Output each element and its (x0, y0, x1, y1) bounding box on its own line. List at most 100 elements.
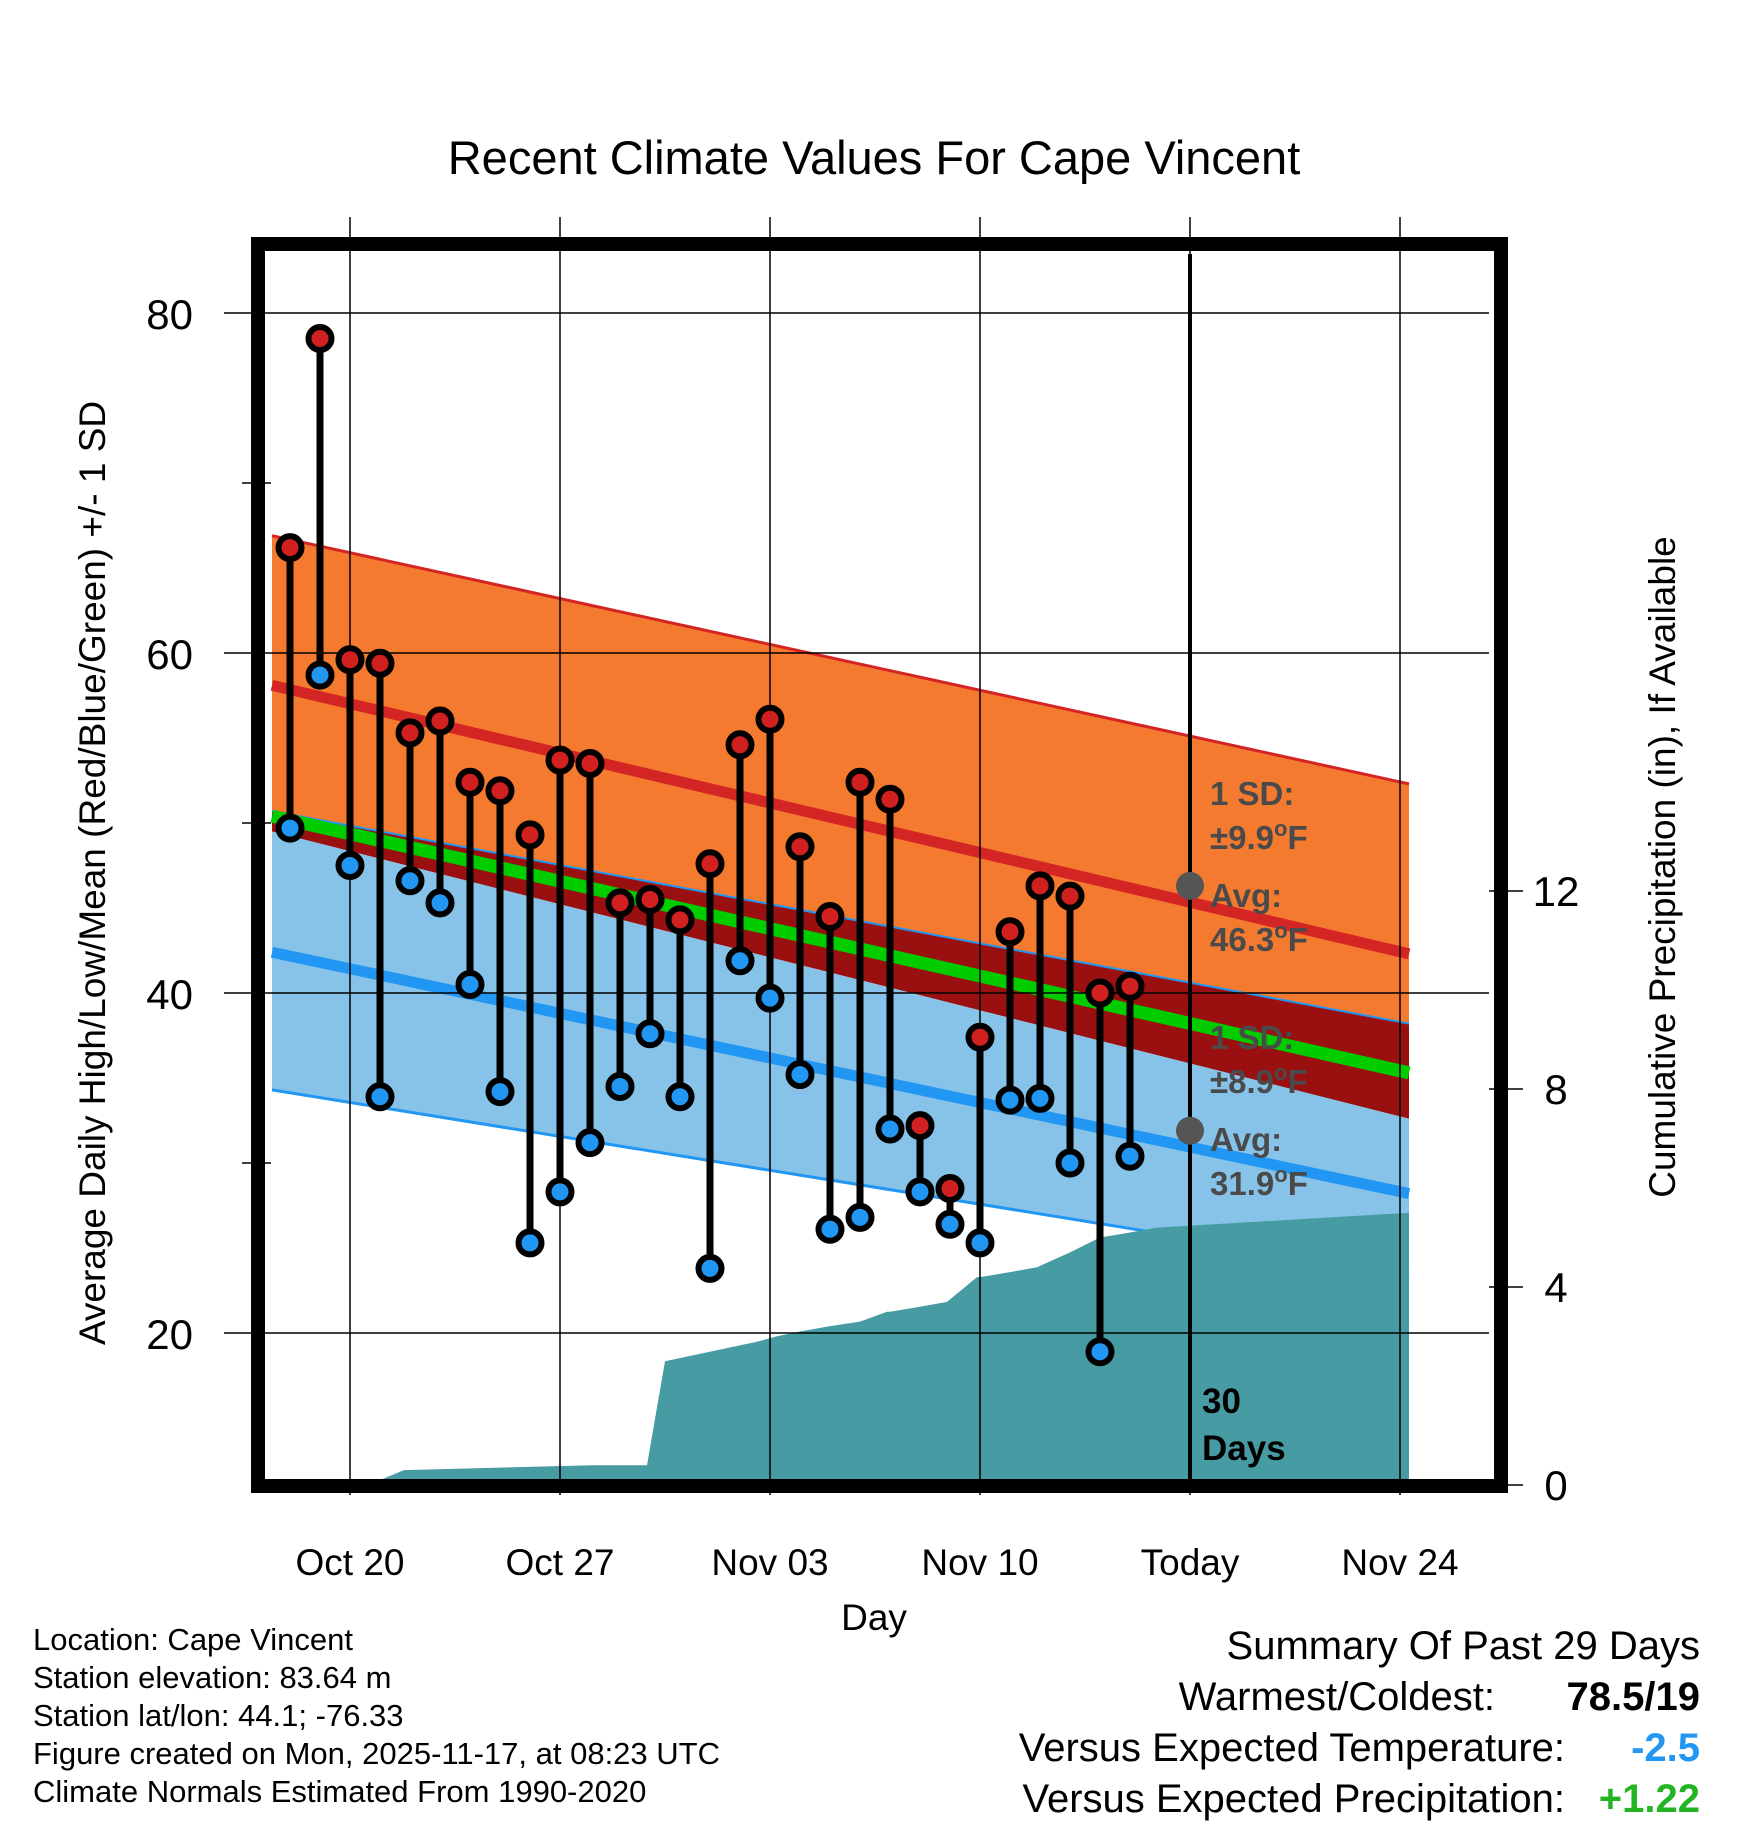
y2-tick-label: 12 (1533, 868, 1580, 915)
high-avg-value: 46.3oF (1210, 918, 1308, 958)
high-sd-label: 1 SD: (1210, 775, 1294, 812)
low-avg-value: 31.9oF (1210, 1162, 1308, 1202)
high-sd-value: ±9.9oF (1210, 816, 1308, 856)
daily-low-point (755, 983, 785, 1013)
low-avg-marker (1176, 1116, 1204, 1145)
temp-label: Versus Expected Temperature: (1018, 1726, 1565, 1770)
daily-high-point (875, 784, 905, 814)
daily-high-point (695, 849, 725, 879)
x-tick-label: Oct 27 (506, 1542, 615, 1583)
x-tick-label: Nov 10 (921, 1542, 1038, 1583)
daily-high-point (935, 1174, 965, 1203)
x-tick-label: Nov 03 (711, 1542, 828, 1583)
daily-low-point (905, 1177, 935, 1207)
chart-title: Recent Climate Values For Cape Vincent (448, 131, 1301, 184)
daily-high-point (305, 324, 335, 353)
y2-axis-label: Cumulative Precipitation (in), If Availa… (1642, 536, 1683, 1198)
daily-low-point (785, 1060, 815, 1090)
summary-row-temp: Versus Expected Temperature: -2.5 (1019, 1723, 1700, 1774)
y-tick-label: 40 (146, 971, 193, 1018)
precip-label: Versus Expected Precipitation: (1022, 1777, 1565, 1821)
plot-area: 1 SD: ±9.9oF Avg: 46.3oF 1 SD: ±8.9oF Avg: 31.9… (146, 217, 1579, 1583)
daily-high-point (605, 888, 635, 918)
daily-low-point (275, 813, 305, 843)
high-sd-band (272, 535, 1409, 1024)
daily-low-point (875, 1114, 905, 1144)
daily-high-point (785, 832, 815, 862)
elevation-text: Station elevation: 83.64 m (33, 1660, 392, 1695)
daily-low-point (455, 970, 485, 999)
today-days-label: Days (1202, 1429, 1286, 1468)
mean-band (272, 811, 1409, 1119)
y2-tick-label: 4 (1544, 1264, 1567, 1311)
daily-low-point (995, 1085, 1025, 1115)
daily-high-point (815, 902, 845, 931)
daily-high-point (575, 749, 605, 778)
station-info: Location: Cape Vincent Station elevation… (33, 1621, 720, 1811)
summary-panel: Summary Of Past 29 Days Warmest/Coldest:… (1019, 1621, 1700, 1825)
daily-high-point (1055, 881, 1085, 911)
daily-low-point (425, 888, 455, 918)
daily-low-point (575, 1128, 605, 1158)
daily-low-point (1055, 1148, 1085, 1178)
daily-high-point (995, 917, 1025, 947)
warmest-value: 78.5/19 (1566, 1675, 1700, 1719)
daily-high-point (725, 730, 755, 760)
x-axis-label: Day (841, 1597, 907, 1638)
daily-high-point (845, 767, 875, 797)
daily-low-point (815, 1214, 845, 1244)
precip-value: +1.22 (1598, 1777, 1700, 1821)
daily-low-point (335, 851, 365, 880)
x-tick-label: Today (1141, 1542, 1240, 1583)
daily-high-point (515, 820, 545, 850)
daily-low-point (515, 1228, 545, 1258)
summary-row-precip: Versus Expected Precipitation: +1.22 (1019, 1774, 1700, 1825)
location-text: Location: Cape Vincent (33, 1622, 353, 1657)
y-tick-label: 20 (146, 1311, 193, 1358)
daily-high-point (1025, 871, 1055, 901)
daily-low-point (305, 660, 335, 690)
daily-low-point (935, 1209, 965, 1239)
daily-low-point (545, 1177, 575, 1207)
precipitation-area (335, 1212, 1409, 1485)
daily-high-point (425, 706, 455, 736)
daily-low-point (395, 866, 425, 896)
daily-low-point (635, 1019, 665, 1049)
latlon-text: Station lat/lon: 44.1; -76.33 (33, 1698, 404, 1733)
x-tick-label: Nov 24 (1341, 1542, 1458, 1583)
y2-tick-label: 8 (1544, 1066, 1567, 1113)
daily-high-point (665, 905, 695, 935)
daily-high-point (1115, 971, 1145, 1001)
daily-low-point (1025, 1083, 1055, 1113)
normal-high-line (270, 679, 1411, 960)
low-sd-value: ±8.9oF (1210, 1060, 1308, 1100)
x-tick-label: Oct 20 (296, 1542, 405, 1583)
daily-high-point (965, 1022, 995, 1052)
summary-title: Summary Of Past 29 Days (1226, 1624, 1700, 1668)
y-tick-label: 80 (146, 291, 193, 338)
daily-low-point (485, 1077, 515, 1107)
high-avg-marker (1176, 871, 1204, 900)
today-count-label: 30 (1202, 1382, 1241, 1421)
daily-low-point (845, 1202, 875, 1232)
low-avg-label: Avg: (1210, 1121, 1282, 1158)
daily-high-point (275, 533, 305, 563)
low-sd-label: 1 SD: (1210, 1019, 1294, 1056)
daily-low-point (665, 1082, 695, 1112)
daily-high-point (1085, 978, 1115, 1008)
created-text: Figure created on Mon, 2025-11-17, at 08… (33, 1736, 720, 1771)
daily-low-point (695, 1253, 725, 1283)
daily-low-point (965, 1228, 995, 1258)
daily-high-point (485, 776, 515, 806)
high-sd-upper-line (271, 534, 1410, 786)
plot-frame (251, 237, 1508, 1493)
daily-high-point (365, 648, 395, 678)
y-axis-label: Average Daily High/Low/Mean (Red/Blue/Gr… (72, 401, 113, 1345)
normals-text: Climate Normals Estimated From 1990-2020 (33, 1774, 647, 1809)
summary-row-warmest: Warmest/Coldest: 78.5/19 (1019, 1672, 1700, 1723)
normal-mean-line (270, 809, 1411, 1080)
y2-tick-label: 0 (1544, 1462, 1567, 1509)
daily-low-point (365, 1082, 395, 1112)
daily-high-point (455, 767, 485, 797)
